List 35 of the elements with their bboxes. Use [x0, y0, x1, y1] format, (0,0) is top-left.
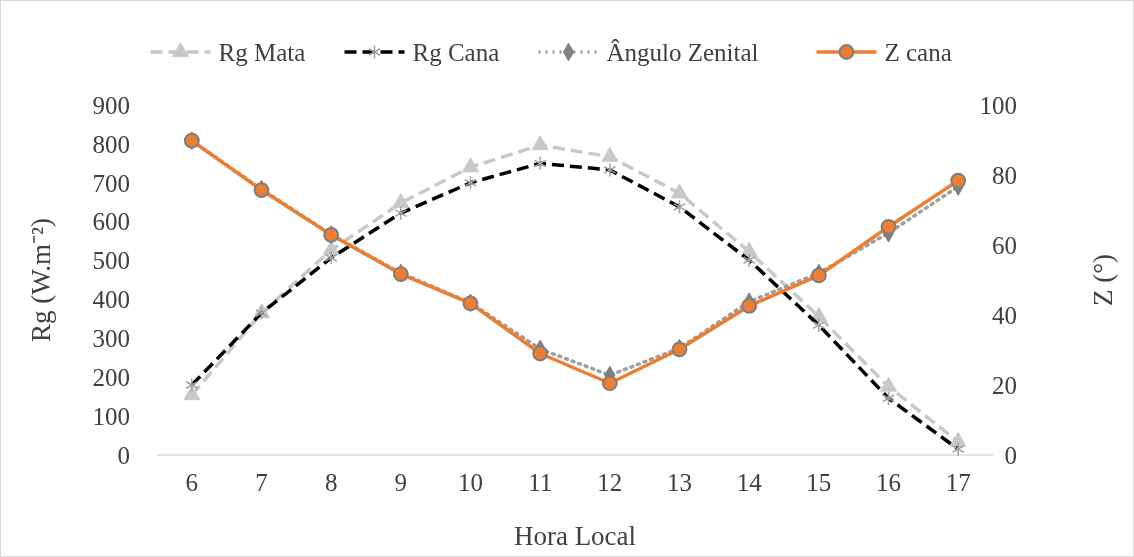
- y-tick-label: 700: [92, 169, 130, 197]
- x-tick-label: 14: [736, 469, 763, 496]
- x-tick-label: 13: [667, 469, 692, 496]
- y2-tick-label: 100: [979, 91, 1017, 119]
- x-tick-label: 11: [528, 469, 553, 496]
- legend-label: Rg Cana: [412, 38, 500, 66]
- x-axis-title: Hora Local: [513, 521, 637, 551]
- y-tick-label: 900: [92, 91, 130, 119]
- x-tick-label: 17: [945, 469, 971, 496]
- y2-tick-label: 60: [992, 231, 1017, 259]
- x-tick-label: 15: [806, 469, 832, 496]
- y-axis-title: Rg (W.m⁻²): [26, 217, 56, 343]
- y-tick-label: 100: [92, 402, 130, 430]
- legend-label: Z cana: [884, 38, 952, 66]
- legend-label: Ângulo Zenital: [606, 38, 759, 66]
- y-tick-label: 400: [92, 286, 130, 314]
- x-tick-label: 10: [458, 469, 483, 496]
- y-tick-label: 600: [92, 208, 130, 236]
- legend-label: Rg Mata: [218, 38, 306, 66]
- y-tick-label: 800: [92, 130, 130, 158]
- y2-tick-label: 0: [1004, 441, 1017, 469]
- y-tick-label: 500: [92, 247, 130, 275]
- x-tick-label: 9: [394, 469, 408, 496]
- x-tick-label: 12: [597, 469, 623, 496]
- y-tick-label: 0: [117, 441, 130, 469]
- y2-axis-title: Z (°): [1088, 253, 1118, 307]
- x-tick-label: 6: [185, 469, 199, 496]
- x-tick-label: 8: [324, 469, 338, 496]
- y2-tick-label: 40: [992, 301, 1017, 329]
- y-tick-label: 200: [92, 363, 130, 391]
- y-tick-label: 300: [92, 325, 130, 353]
- y2-tick-label: 80: [992, 161, 1017, 189]
- x-tick-label: 7: [255, 469, 268, 496]
- y2-tick-label: 20: [992, 371, 1017, 399]
- x-tick-label: 16: [876, 469, 901, 496]
